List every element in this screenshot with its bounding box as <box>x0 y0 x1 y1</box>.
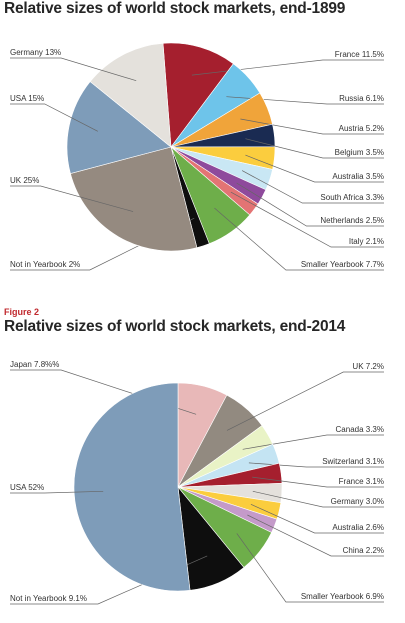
chart2-label-china: China 2.2% <box>343 546 384 555</box>
chart2-label-japan: Japan 7.8%% <box>10 360 59 369</box>
chart2-leader-france <box>252 476 384 488</box>
chart1-leader-uk <box>10 185 134 212</box>
chart1-leader-belgium <box>245 138 384 159</box>
chart2-leader-canada <box>242 434 384 450</box>
chart1-leader-austria <box>240 118 384 135</box>
chart2-label-canada: Canada 3.3% <box>336 425 384 434</box>
chart2-label-switzerland: Switzerland 3.1% <box>322 457 384 466</box>
chart1-label-netherlands: Netherlands 2.5% <box>320 216 384 225</box>
chart1-label-belgium: Belgium 3.5% <box>335 148 384 157</box>
chart1-slice-france <box>162 42 234 148</box>
chart1-leader-australia <box>245 154 384 183</box>
chart1-label-australia: Australia 3.5% <box>332 172 384 181</box>
chart2-label-usa: USA 52% <box>10 483 44 492</box>
chart1-label-austria: Austria 5.2% <box>339 124 384 133</box>
chart1-leader-italy <box>230 191 384 248</box>
chart1-leader-netherlands <box>236 182 384 227</box>
chart2-leader-smaller-yearbook <box>236 533 384 603</box>
chart1-label-germany: Germany 13% <box>10 48 61 57</box>
chart1-label-france: France 11.5% <box>335 50 384 59</box>
chart1-label-smaller-yearbook: Smaller Yearbook 7.7% <box>301 260 384 269</box>
chart1-label-russia: Russia 6.1% <box>339 94 384 103</box>
chart2-leader-germany <box>252 490 384 508</box>
chart1-leader-usa <box>10 103 98 132</box>
chart2-leader-australia <box>250 503 384 534</box>
chart2-leader-china <box>247 514 384 557</box>
chart2-label-france: France 3.1% <box>339 477 384 486</box>
figure-label: Figure 2 <box>4 307 40 317</box>
chart1-label-italy: Italy 2.1% <box>349 237 384 246</box>
chart1-leader-south-africa <box>241 170 384 204</box>
chart2-label-australia: Australia 2.6% <box>332 523 384 532</box>
chart1-label-south-africa: South Africa 3.3% <box>320 193 384 202</box>
chart1-leader-germany <box>10 57 137 82</box>
chart1-slice-uk <box>70 146 198 252</box>
chart1-slice-germany <box>89 42 172 148</box>
chart2-slice-usa <box>73 382 191 592</box>
chart2-label-uk: UK 7.2% <box>352 362 384 371</box>
chart2-leader-usa <box>10 490 104 494</box>
chart2-label-not-in-yearbook: Not in Yearbook 9.1% <box>10 594 87 603</box>
chart1-label-uk: UK 25% <box>10 176 39 185</box>
chart2-title: Relative sizes of world stock markets, e… <box>4 318 346 335</box>
chart1-label-not-in-yearbook: Not in Yearbook 2% <box>10 260 80 269</box>
chart2-label-smaller-yearbook: Smaller Yearbook 6.9% <box>301 592 384 601</box>
chart1-slice-usa <box>66 81 172 174</box>
chart1-leader-smaller-yearbook <box>214 207 384 271</box>
chart1-label-usa: USA 15% <box>10 94 44 103</box>
chart1-title: Relative sizes of world stock markets, e… <box>4 0 346 17</box>
chart2-leader-switzerland <box>248 462 384 468</box>
chart2-leader-uk <box>226 371 384 431</box>
chart2-label-germany: Germany 3.0% <box>331 497 384 506</box>
